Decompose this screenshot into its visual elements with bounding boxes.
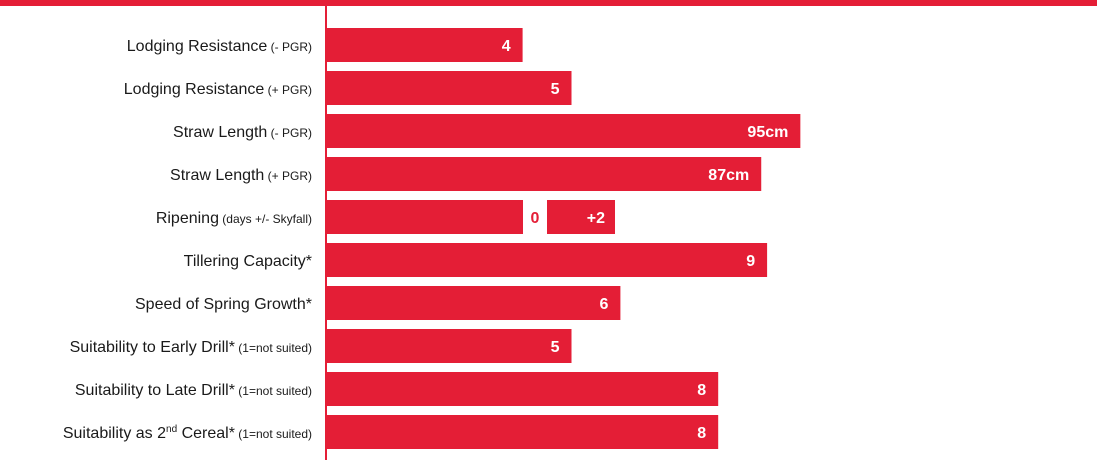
value-label: 0	[531, 210, 540, 227]
value-label: 8	[697, 382, 706, 399]
bar-ripening-range	[547, 200, 615, 234]
bar-ripening-zero	[327, 200, 523, 234]
value-label: 95cm	[747, 124, 788, 141]
value-label: 5	[551, 339, 560, 356]
bar	[327, 157, 762, 191]
category-label: Ripening (days +/- Skyfall)	[156, 210, 312, 227]
category-label: Suitability to Late Drill* (1=not suited…	[75, 382, 312, 399]
bar	[327, 114, 801, 148]
bar	[327, 71, 572, 105]
bar	[327, 286, 621, 320]
bar	[327, 243, 768, 277]
top-accent-band	[0, 0, 1097, 6]
value-label: 6	[599, 296, 608, 313]
value-label: 87cm	[708, 167, 749, 184]
category-label: Straw Length (+ PGR)	[170, 167, 312, 184]
category-label: Straw Length (- PGR)	[173, 124, 312, 141]
category-axis-line	[325, 0, 327, 460]
value-label: 5	[551, 81, 560, 98]
category-label: Lodging Resistance (- PGR)	[127, 38, 312, 55]
category-label: Speed of Spring Growth*	[135, 296, 312, 313]
category-label: Suitability as 2nd Cereal* (1=not suited…	[63, 424, 312, 442]
category-label: Tillering Capacity*	[184, 253, 312, 270]
value-label: +2	[587, 210, 605, 227]
value-label: 8	[697, 425, 706, 442]
value-label: 9	[746, 253, 755, 270]
category-label: Lodging Resistance (+ PGR)	[124, 81, 312, 98]
bar	[327, 329, 572, 363]
category-label: Suitability to Early Drill* (1=not suite…	[70, 339, 312, 356]
value-label: 4	[502, 38, 511, 55]
bar	[327, 372, 719, 406]
bar	[327, 415, 719, 449]
bar	[327, 28, 523, 62]
